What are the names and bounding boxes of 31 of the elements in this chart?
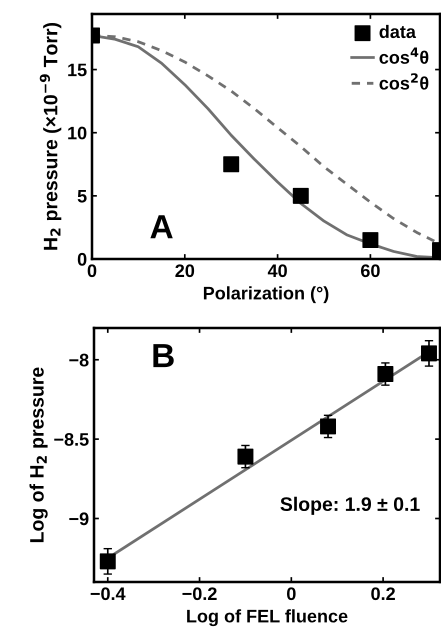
annotation: A <box>150 215 173 238</box>
x-axis-title: Log of FEL fluence <box>187 609 348 626</box>
y-axis-title: Log of H$_{2}$ pressure <box>29 367 48 542</box>
legend-label: cos$^{4}$θ <box>379 48 428 64</box>
point <box>421 345 437 362</box>
x-tick-label: 0.2 <box>371 587 395 600</box>
y-tick-label: 10 <box>68 126 86 140</box>
point <box>377 366 394 382</box>
x-tick-label: 40 <box>268 264 287 278</box>
legend-label: cos$^{2}$θ <box>379 73 428 90</box>
point <box>320 418 336 434</box>
y-tick-label: 0 <box>78 252 86 266</box>
y-tick-label: 15 <box>68 64 87 76</box>
legend-label: data <box>380 24 416 38</box>
x-tick-label: −0.2 <box>182 587 217 600</box>
point <box>223 156 240 172</box>
point <box>237 448 254 465</box>
y-tick-label: −8 <box>69 354 89 366</box>
x-axis-title: Polarization (°) <box>204 286 328 304</box>
y-tick-label: −9 <box>69 512 88 526</box>
x-tick-label: −0.4 <box>90 587 126 600</box>
y-tick-label: −8.5 <box>54 433 89 446</box>
x-tick-label: 0 <box>287 587 296 600</box>
point <box>100 553 116 570</box>
annotation: B <box>153 344 174 368</box>
annotation: Slope: 1.9 ± 0.1 <box>280 496 420 515</box>
x-tick-label: 60 <box>361 264 380 278</box>
x-tick-label: 20 <box>175 264 194 278</box>
y-axis-title: H$_{2}$ pressure (×10$^{−9}$ Torr) <box>40 22 62 250</box>
y-tick-label: 5 <box>78 190 87 203</box>
point <box>292 188 309 204</box>
